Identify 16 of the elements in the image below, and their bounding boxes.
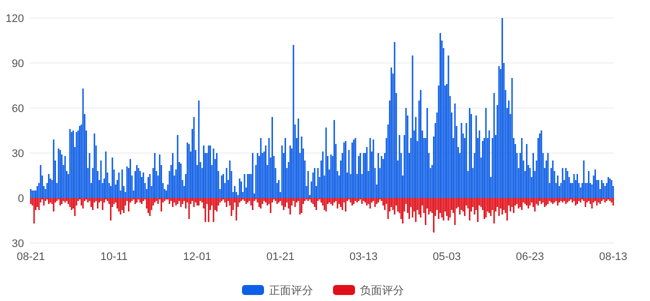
x-tick-label: 06-23 bbox=[516, 251, 544, 263]
y-tick-label: 30 bbox=[12, 148, 24, 160]
y-tick-label: 30 bbox=[12, 238, 24, 250]
y-tick-label: 0 bbox=[18, 193, 24, 205]
x-tick-label: 05-03 bbox=[432, 251, 461, 263]
legend-label: 正面评分 bbox=[269, 285, 313, 297]
y-tick-label: 60 bbox=[12, 103, 24, 115]
x-tick-label: 01-21 bbox=[266, 251, 294, 263]
x-tick-label: 03-13 bbox=[350, 251, 378, 263]
legend-label: 负面评分 bbox=[360, 285, 404, 297]
y-tick-label: 90 bbox=[12, 58, 24, 70]
x-tick-label: 12-01 bbox=[183, 251, 212, 263]
y-tick-label: 120 bbox=[6, 13, 24, 25]
x-tick-label: 10-11 bbox=[100, 251, 128, 263]
x-tick-label: 08-13 bbox=[599, 251, 628, 263]
x-tick-label: 08-21 bbox=[16, 251, 45, 263]
